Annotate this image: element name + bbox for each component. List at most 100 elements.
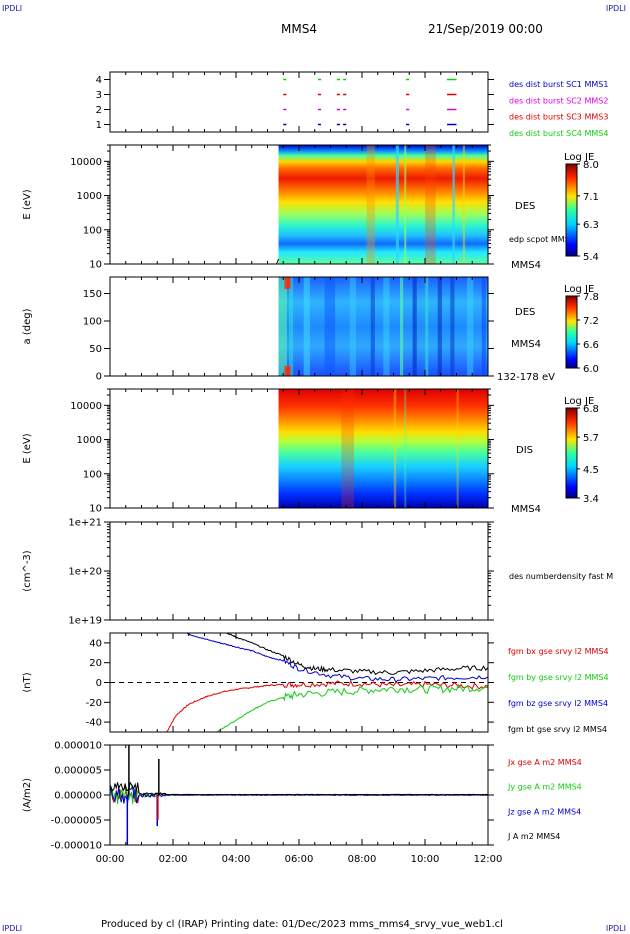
spectrogram-streak [366, 145, 375, 264]
y-tick-label: 0 [96, 372, 102, 383]
x-tick-label: 08:00 [348, 854, 377, 865]
current-series-label: J A m2 MMS4 [507, 832, 560, 841]
burst-label: des dist burst SC1 MMS1 [509, 80, 608, 89]
spectrogram-streak [349, 277, 357, 376]
colorbar-tick-label: 6.6 [583, 340, 599, 351]
y-tick-label: 1 [96, 120, 102, 131]
y-axis-label: a (deg) [22, 308, 33, 344]
x-tick-label: 12:00 [474, 854, 503, 865]
y-tick-label: 3 [96, 90, 102, 101]
spectrogram-streak [393, 389, 397, 508]
y-tick-label: 0.000005 [54, 766, 102, 777]
spectrogram-label: DES [515, 307, 535, 318]
spectrogram-streak [437, 277, 442, 376]
y-axis-label: E (eV) [22, 189, 33, 219]
field-series-line [185, 632, 489, 683]
y-tick-label: -20 [86, 698, 102, 709]
scpot-trace [276, 258, 279, 265]
spectrogram-streak [481, 277, 486, 376]
spectrogram-label: 132-178 eV [497, 372, 555, 383]
x-tick-label: 10:00 [411, 854, 440, 865]
x-tick-label: 06:00 [285, 854, 314, 865]
spectrogram-streak [404, 145, 407, 264]
spectrogram-streak [341, 389, 354, 508]
spectrogram-streak [425, 145, 436, 264]
y-tick-label: 20 [89, 658, 102, 669]
field-series-line [226, 632, 489, 676]
spectrogram-streak [288, 277, 294, 376]
colorbar-tick-label: 7.1 [583, 192, 599, 203]
colorbar-tick-label: 5.7 [583, 433, 599, 444]
y-tick-label: 10 [89, 260, 102, 271]
spectrogram-streak [450, 277, 455, 376]
density-label: des numberdensity fast M [509, 572, 613, 581]
x-tick-label: 00:00 [96, 854, 125, 865]
y-axis-label: (A/m2) [22, 778, 33, 812]
colorbar-tick-label: 7.8 [583, 292, 599, 303]
corner-label-tr: IPDLI [605, 4, 626, 13]
spectrogram-streak [383, 277, 390, 376]
dis-energy-spectrogram [278, 389, 488, 508]
y-tick-label: -0.000005 [51, 816, 102, 827]
spectrogram-label: DES [515, 201, 535, 212]
corner-label-br: IPDLI [605, 924, 626, 933]
corner-label-bl: IPDLI [2, 924, 23, 933]
colorbar-tick-label: 6.8 [583, 404, 599, 415]
panel-frame [109, 521, 489, 621]
current-series-label: Jx gse A m2 MMS4 [507, 758, 582, 767]
current-series-label: Jz gse A m2 MMS4 [507, 807, 581, 816]
colorbar-title: Log JE [564, 152, 594, 163]
colorbar [565, 295, 578, 369]
y-tick-label: 100 [83, 469, 102, 480]
current-series-label: Jy gse A m2 MMS4 [507, 783, 582, 792]
spectrogram-streak [412, 277, 417, 376]
y-tick-label: 1e+20 [68, 567, 102, 578]
spectrogram-label: MMS4 [511, 504, 541, 515]
colorbar-tick-label: 6.0 [583, 364, 599, 375]
y-tick-label: 1000 [77, 435, 102, 446]
x-tick-label: 04:00 [222, 854, 251, 865]
y-tick-label: 4 [96, 75, 102, 86]
spectrogram-streak [400, 277, 404, 376]
spectrogram-streak [467, 277, 474, 376]
y-tick-label: 10 [89, 504, 102, 515]
y-tick-label: -0.000010 [51, 841, 102, 852]
field-series-label: fgm bz gse srvy l2 MMS4 [508, 699, 608, 708]
burst-label: des dist burst SC4 MMS4 [509, 129, 608, 138]
spectrogram-streak [278, 277, 287, 376]
colorbar-tick-label: 5.4 [583, 252, 599, 263]
y-tick-label: 40 [89, 638, 102, 649]
burst-label: des dist burst SC2 MMS2 [509, 96, 608, 105]
corner-label-tl: IPDLI [2, 4, 23, 13]
y-tick-label: 100 [83, 225, 102, 236]
y-tick-label: 0 [96, 678, 102, 689]
y-tick-label: 0.000010 [54, 741, 102, 752]
y-axis-label: (nT) [22, 672, 33, 692]
colorbar-tick-label: 7.2 [583, 316, 599, 327]
date-title: 21/Sep/2019 00:00 [428, 22, 543, 36]
current-series-line [109, 781, 489, 796]
panel-frame [109, 71, 489, 133]
colorbar-tick-label: 8.0 [583, 160, 599, 171]
spectrogram-streak [404, 389, 407, 508]
field-series-label: fgm bx gse srvy l2 MMS4 [508, 647, 609, 656]
spectrogram-label: MMS4 [511, 339, 541, 350]
field-series-label: fgm by gse srvy l2 MMS4 [508, 673, 609, 682]
y-tick-label: 100 [83, 317, 102, 328]
footer-credit: Produced by cl (IRAP) Printing date: 01/… [101, 919, 503, 930]
spectrogram-streak [425, 277, 429, 376]
field-series-label: fgm bt gse srvy l2 MMS4 [508, 725, 607, 734]
colorbar-title: Log JE [564, 396, 594, 407]
spectrogram-label: edp scpot MMS4 [509, 235, 575, 244]
y-tick-label: 10000 [70, 401, 102, 412]
spectrogram-streak [395, 145, 399, 264]
y-tick-label: 1e+21 [68, 518, 102, 529]
colorbar [565, 163, 578, 257]
spectrogram-hotspot [284, 277, 291, 289]
colorbar-tick-label: 4.5 [583, 465, 599, 476]
y-tick-label: 150 [83, 289, 102, 300]
des-energy-spectrogram [278, 145, 488, 264]
y-tick-label: 0.000000 [54, 791, 102, 802]
spectrogram-streak [370, 277, 375, 376]
